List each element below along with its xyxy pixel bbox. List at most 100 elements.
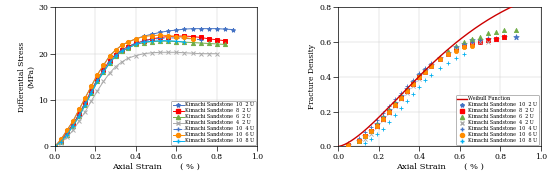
Point	[360, 141, 369, 144]
Point	[372, 119, 381, 122]
Point	[460, 42, 468, 45]
Point	[360, 131, 369, 134]
Point	[384, 110, 393, 113]
Point	[435, 58, 444, 61]
Point	[443, 53, 452, 56]
Point	[354, 140, 363, 143]
Point	[344, 143, 353, 146]
Point	[475, 39, 484, 42]
Point	[421, 67, 430, 70]
Point	[366, 133, 375, 136]
Point	[415, 74, 424, 76]
Point	[415, 74, 424, 76]
Point	[443, 61, 452, 64]
Point	[468, 44, 477, 47]
Point	[360, 135, 369, 137]
Point	[427, 65, 436, 68]
Point	[460, 46, 468, 49]
Point	[372, 122, 381, 125]
Point	[372, 133, 381, 136]
Point	[366, 129, 375, 132]
Point	[451, 56, 460, 59]
Point	[443, 49, 452, 52]
Point	[397, 96, 406, 99]
Point	[360, 138, 369, 141]
Point	[384, 112, 393, 115]
Point	[384, 105, 393, 108]
Point	[460, 44, 468, 47]
Point	[475, 41, 484, 44]
Point	[484, 41, 492, 44]
Point	[435, 67, 444, 70]
Point	[492, 30, 501, 33]
Point	[391, 103, 400, 106]
Point	[366, 129, 375, 132]
Point	[344, 143, 353, 146]
Point	[384, 108, 393, 111]
Point	[378, 112, 387, 115]
Point	[409, 82, 418, 85]
Point	[451, 46, 460, 49]
Point	[435, 56, 444, 59]
Point	[403, 100, 412, 103]
Point	[460, 53, 468, 56]
Point	[512, 28, 521, 31]
Point	[421, 70, 430, 73]
X-axis label: Axial Strain       ( % ): Axial Strain ( % )	[112, 163, 200, 171]
Point	[443, 51, 452, 54]
Point	[344, 141, 353, 144]
Point	[403, 89, 412, 92]
Point	[421, 70, 430, 73]
Point	[427, 65, 436, 68]
Point	[409, 84, 418, 87]
Point	[397, 98, 406, 101]
Point	[435, 56, 444, 59]
Point	[384, 121, 393, 124]
Point	[421, 68, 430, 71]
Point	[415, 72, 424, 75]
Point	[378, 115, 387, 118]
Point	[421, 68, 430, 71]
Point	[354, 140, 363, 143]
Point	[443, 51, 452, 54]
Point	[512, 36, 521, 38]
Point	[451, 49, 460, 52]
Point	[391, 101, 400, 104]
Y-axis label: Differential Stress
(MPa): Differential Stress (MPa)	[18, 42, 35, 112]
Point	[468, 41, 477, 44]
Point	[500, 36, 509, 38]
Point	[366, 129, 375, 132]
Point	[460, 41, 468, 44]
Point	[415, 75, 424, 78]
Point	[492, 37, 501, 40]
Point	[409, 81, 418, 83]
Point	[391, 103, 400, 106]
Point	[391, 101, 400, 104]
Point	[403, 91, 412, 94]
Point	[360, 135, 369, 137]
Point	[484, 32, 492, 35]
Point	[354, 136, 363, 139]
Point	[354, 140, 363, 143]
Point	[475, 41, 484, 44]
Point	[451, 48, 460, 51]
Point	[435, 58, 444, 61]
Point	[360, 135, 369, 137]
Point	[378, 119, 387, 122]
Point	[415, 75, 424, 78]
Point	[378, 117, 387, 120]
Point	[378, 128, 387, 130]
Legend: Kimachi Sandstone  10  2 U, Kimachi Sandstone  8  2 U, Kimachi Sandstone  6  2 U: Kimachi Sandstone 10 2 U, Kimachi Sandst…	[171, 101, 256, 145]
X-axis label: Axial Strain       ( % ): Axial Strain ( % )	[396, 163, 484, 171]
Point	[460, 42, 468, 45]
Point	[460, 44, 468, 47]
Point	[372, 124, 381, 127]
Point	[475, 39, 484, 42]
Point	[391, 114, 400, 117]
Point	[397, 107, 406, 110]
Point	[403, 88, 412, 91]
Point	[435, 56, 444, 59]
Point	[468, 42, 477, 45]
Point	[427, 63, 436, 66]
Point	[435, 58, 444, 61]
